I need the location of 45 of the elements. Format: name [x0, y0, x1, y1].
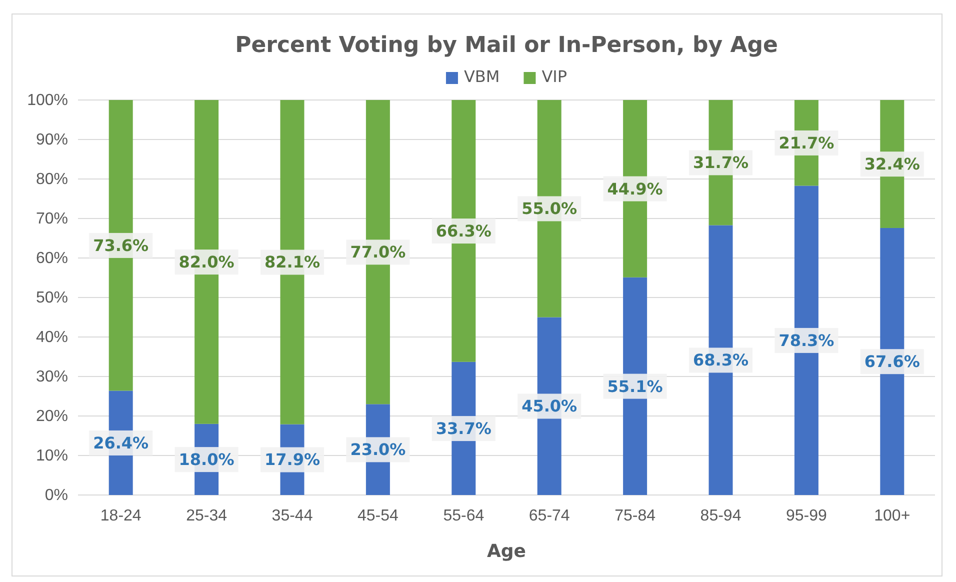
chart-title: Percent Voting by Mail or In-Person, by Age — [235, 33, 778, 58]
y-tick-label: 100% — [27, 92, 68, 110]
x-tick-label: 35-44 — [272, 507, 313, 524]
y-tick-label: 60% — [36, 250, 68, 268]
data-label: 33.7% — [436, 419, 492, 438]
data-label: 66.3% — [436, 222, 492, 241]
data-label: 73.6% — [93, 236, 149, 255]
data-label: 55.0% — [522, 199, 578, 218]
data-label: 18.0% — [178, 450, 234, 470]
data-label: 77.0% — [350, 242, 406, 262]
data-label: 78.3% — [778, 330, 834, 350]
y-tick-label: 70% — [36, 210, 68, 228]
y-tick-label: 20% — [36, 408, 68, 426]
data-label: 82.0% — [178, 252, 234, 272]
y-tick-label: 50% — [36, 290, 68, 307]
y-tick-label: 90% — [36, 132, 68, 149]
data-label: 21.7% — [778, 133, 834, 152]
x-axis-title: Age — [486, 541, 526, 562]
legend-label: VIP — [542, 67, 568, 86]
data-label: 68.3% — [692, 350, 749, 370]
y-tick-label: 30% — [36, 368, 68, 386]
x-tick-label: 100+ — [874, 507, 910, 524]
data-label: 45.0% — [522, 396, 578, 416]
x-tick-label: 85-94 — [700, 507, 742, 524]
data-label: 26.4% — [93, 433, 149, 452]
y-tick-label: 80% — [36, 171, 68, 188]
data-label: 32.4% — [864, 154, 920, 174]
x-tick-label: 55-64 — [443, 507, 484, 524]
data-label: 23.0% — [350, 440, 406, 460]
x-tick-label: 65-74 — [528, 507, 570, 524]
data-label: 82.1% — [264, 252, 320, 272]
data-label: 17.9% — [264, 450, 320, 470]
data-label: 31.7% — [692, 153, 749, 172]
x-tick-label: 75-84 — [614, 507, 656, 524]
y-tick-label: 10% — [36, 448, 68, 465]
y-tick-label: 40% — [36, 329, 68, 346]
y-tick-label: 0% — [44, 487, 68, 504]
x-tick-label: 45-54 — [357, 507, 399, 524]
data-label: 67.6% — [864, 352, 920, 372]
x-tick-label: 18-24 — [100, 507, 142, 524]
x-tick-label: 95-99 — [786, 507, 828, 524]
data-label: 55.1% — [607, 376, 663, 396]
legend-label: VBM — [464, 67, 500, 86]
data-label: 44.9% — [607, 179, 663, 198]
x-tick-label: 25-34 — [186, 507, 228, 524]
